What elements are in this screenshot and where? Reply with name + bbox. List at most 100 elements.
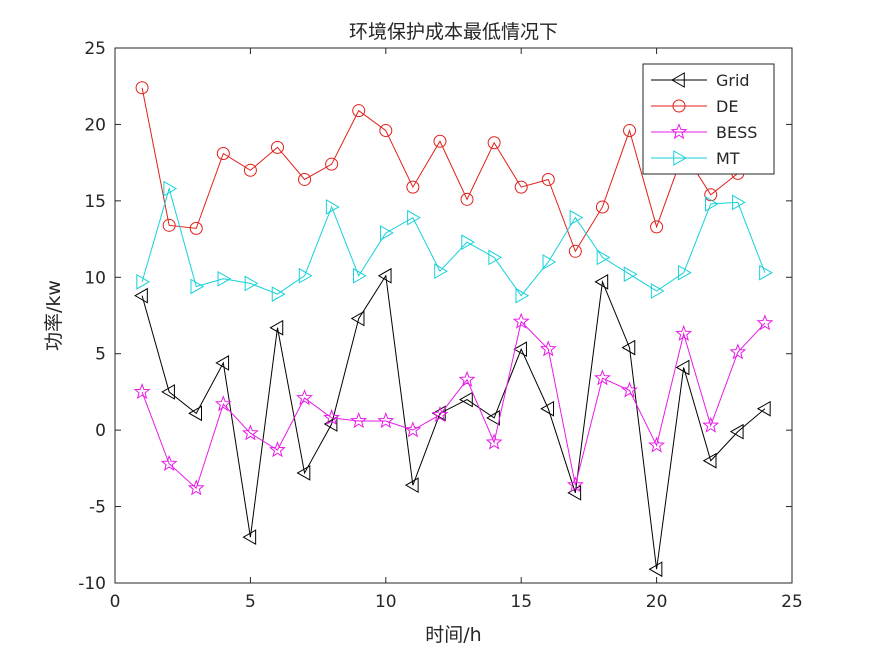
data-point-bess xyxy=(539,340,557,357)
legend-item-mt: MT xyxy=(651,149,740,168)
data-point-mt xyxy=(732,194,746,211)
y-tick-label: 25 xyxy=(84,39,106,59)
legend-item-de: DE xyxy=(651,97,738,116)
series-de xyxy=(135,81,772,258)
y-tick-label: 5 xyxy=(95,345,106,365)
data-point-mt xyxy=(461,234,476,250)
data-point-de xyxy=(352,104,366,118)
data-point-grid xyxy=(323,416,338,432)
legend-marker xyxy=(672,99,686,113)
data-point-mt xyxy=(407,209,421,226)
data-point-grid xyxy=(188,405,202,422)
x-tick-label: 20 xyxy=(646,592,668,612)
legend-marker xyxy=(673,150,688,166)
data-point-bess xyxy=(269,441,286,458)
data-point-bess xyxy=(512,312,530,329)
legend-marker xyxy=(670,123,688,140)
data-point-bess xyxy=(404,421,422,438)
data-point-bess xyxy=(241,424,259,441)
data-point-de xyxy=(650,220,664,234)
data-point-mt xyxy=(190,278,205,295)
legend-label: MT xyxy=(716,149,740,168)
data-point-mt xyxy=(515,287,530,304)
data-point-bess xyxy=(485,433,503,450)
data-point-grid xyxy=(377,267,392,284)
data-point-de xyxy=(325,157,339,171)
data-point-de xyxy=(298,172,312,186)
data-point-bess xyxy=(214,395,232,412)
data-point-grid xyxy=(459,391,473,408)
data-point-mt xyxy=(759,264,773,281)
data-point-bess xyxy=(458,370,476,387)
x-tick-label: 25 xyxy=(781,592,803,612)
data-point-mt xyxy=(325,199,340,215)
data-point-grid xyxy=(161,384,175,400)
data-point-bess xyxy=(296,389,314,406)
data-point-grid xyxy=(404,477,419,494)
data-point-grid xyxy=(729,423,744,440)
y-tick-label: 15 xyxy=(84,192,106,212)
data-point-grid xyxy=(675,359,690,376)
legend-label: DE xyxy=(716,97,738,116)
x-tick-label: 0 xyxy=(110,592,121,612)
data-point-mt xyxy=(352,267,367,284)
data-point-bess xyxy=(675,324,693,342)
data-point-grid xyxy=(702,452,717,469)
data-point-bess xyxy=(323,409,341,426)
data-point-de xyxy=(514,180,528,194)
data-point-de xyxy=(216,146,230,160)
data-point-grid xyxy=(215,355,230,371)
legend-item-bess: BESS xyxy=(651,123,757,142)
data-point-de xyxy=(135,81,149,95)
series-bess xyxy=(133,312,774,496)
x-tick-label: 15 xyxy=(510,592,532,612)
data-point-grid xyxy=(134,287,148,304)
data-point-de xyxy=(595,200,609,214)
y-tick-label: 10 xyxy=(84,268,106,288)
data-point-mt xyxy=(217,270,232,287)
data-point-grid xyxy=(350,310,365,327)
data-point-bess xyxy=(431,405,449,423)
data-point-mt xyxy=(244,275,259,292)
data-point-mt xyxy=(623,266,638,283)
data-point-bess xyxy=(377,412,395,429)
series-grid xyxy=(134,267,771,578)
data-point-de xyxy=(568,244,582,258)
legend-marker xyxy=(670,72,685,88)
axes-layer: 0 5 10 15 20 25 -10 -5 0 5 10 15 20 25 xyxy=(78,39,803,612)
legend-label: Grid xyxy=(716,71,750,90)
y-tick-label: -10 xyxy=(78,574,106,594)
y-axis-label: 功率/kw xyxy=(43,280,65,351)
legend-label: BESS xyxy=(716,123,757,142)
data-point-mt xyxy=(380,225,394,241)
data-point-grid xyxy=(621,339,636,356)
data-point-de xyxy=(433,134,447,148)
data-point-mt xyxy=(650,283,665,299)
data-point-de xyxy=(270,140,284,154)
data-point-bess xyxy=(566,476,584,493)
x-axis-label: 时间/h xyxy=(425,624,481,646)
data-point-mt xyxy=(542,254,557,270)
data-point-bess xyxy=(729,343,747,360)
data-point-bess xyxy=(621,381,638,398)
data-point-grid xyxy=(242,529,257,546)
axes-box xyxy=(114,47,793,584)
y-tick-label: 0 xyxy=(95,421,106,441)
data-point-grid xyxy=(296,465,311,481)
data-point-grid xyxy=(540,400,555,417)
data-point-de xyxy=(243,163,257,177)
data-point-de xyxy=(487,136,501,150)
data-point-grid xyxy=(756,400,771,417)
data-point-de xyxy=(541,172,555,186)
data-point-bess xyxy=(702,416,720,433)
legend-item-grid: Grid xyxy=(651,71,750,90)
data-point-bess xyxy=(160,454,178,471)
data-point-bess xyxy=(756,314,774,331)
data-point-de xyxy=(460,192,474,206)
data-point-mt xyxy=(271,286,286,302)
data-point-mt xyxy=(677,264,692,281)
data-point-grid xyxy=(594,274,609,290)
chart-title: 环境保护成本最低情况下 xyxy=(349,21,558,43)
data-point-bess xyxy=(593,369,611,386)
